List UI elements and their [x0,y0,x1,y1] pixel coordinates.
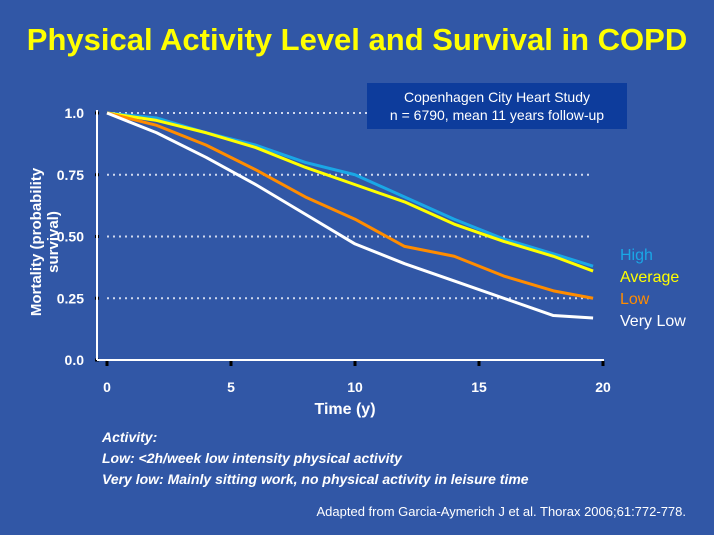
series-line-low [106,111,594,300]
x-tick-label: 0 [103,379,111,395]
series-line-very-low [106,111,594,320]
x-tick-label: 10 [347,379,363,395]
legend-label: Very Low [620,313,686,330]
y-tick-label: 0.25 [57,290,84,306]
legend-label: Low [620,291,650,308]
slide-title: Physical Activity Level and Survival in … [26,22,688,57]
x-tick-label: 20 [595,379,611,395]
x-tick-label: 5 [227,379,235,395]
y-tick-label: 0.0 [65,352,85,368]
study-name: Copenhagen City Heart Study [404,89,590,105]
activity-heading: Activity: [102,429,158,445]
source-citation: Adapted from Garcia-Aymerich J et al. Th… [316,504,687,519]
activity-very-low-definition: Very low: Mainly sitting work, no physic… [102,471,529,487]
y-axis-label: Mortality (probability survival) [28,167,62,317]
y-tick-label: 1.0 [65,105,85,121]
activity-low-definition: Low: <2h/week low intensity physical act… [102,450,402,466]
legend-label: Average [620,269,679,286]
y-tick-label: 0.75 [57,167,84,183]
x-tick-label: 15 [471,379,487,395]
study-info-box: Copenhagen City Heart Study n = 6790, me… [367,83,627,129]
study-details: n = 6790, mean 11 years follow-up [389,107,605,123]
series-line-average [106,111,594,273]
legend-label: High [620,247,653,264]
x-axis-label: Time (y) [314,401,376,418]
y-tick-label: 0.50 [57,229,84,245]
